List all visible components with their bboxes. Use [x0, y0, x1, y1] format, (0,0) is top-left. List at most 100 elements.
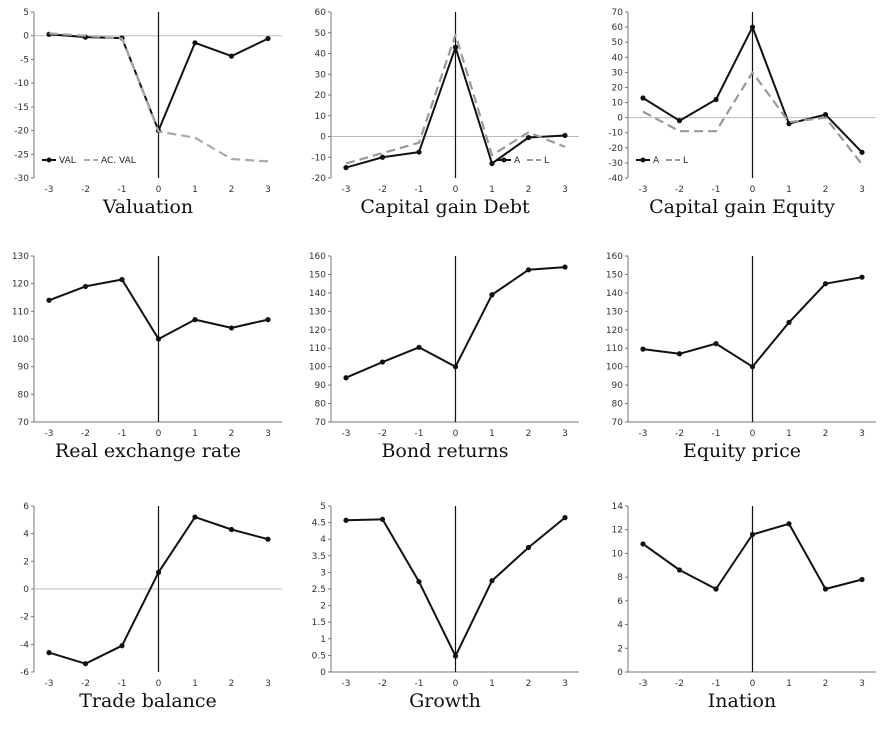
chart-title: Capital gain Debt [360, 196, 530, 218]
y-tick-label: 90 [612, 381, 624, 391]
x-tick-label: -2 [81, 185, 90, 195]
data-point [452, 44, 459, 50]
y-tick-label: 0 [23, 32, 29, 42]
x-tick-label: -1 [415, 185, 424, 195]
data-point [265, 317, 271, 323]
data-point [155, 569, 162, 575]
x-tick-label: 0 [750, 679, 756, 689]
data-point [155, 336, 162, 342]
data-point [822, 112, 829, 118]
y-tick-label: -15 [14, 103, 29, 113]
x-tick-label: -2 [675, 429, 684, 439]
y-tick-label: 0 [617, 668, 623, 678]
x-tick-label: 1 [489, 679, 495, 689]
y-tick-label: -2 [20, 613, 29, 623]
x-tick-label: -2 [675, 679, 684, 689]
y-tick-label: 2 [23, 557, 29, 567]
chart-title: Real exchange rate [54, 440, 242, 462]
data-point [859, 274, 865, 280]
y-tick-label: 6 [617, 597, 623, 607]
x-tick-label: 0 [156, 185, 162, 195]
legend-label: A [653, 156, 660, 166]
x-tick-label: -1 [415, 429, 424, 439]
x-tick-label: 2 [229, 185, 235, 195]
chart-panel-ination: 14 12 10 8 6 4 2 0 -3 -2 -1 0 1 2 3 Ination [594, 494, 890, 732]
y-tick-label: -20 [311, 174, 326, 184]
x-tick-label: -3 [342, 185, 351, 195]
y-tick-label: 130 [309, 307, 326, 317]
x-tick-label: 2 [526, 429, 532, 439]
y-tick-label: 8 [617, 573, 623, 583]
x-tick-label: 1 [786, 185, 792, 195]
data-point [749, 531, 756, 538]
x-tick-label: -3 [639, 679, 648, 689]
x-tick-label: 3 [859, 185, 865, 195]
data-point [379, 154, 386, 160]
x-tick-label: -1 [118, 679, 127, 689]
x-tick-label: -1 [712, 429, 721, 439]
y-tick-label: 3.5 [312, 552, 326, 562]
data-point [82, 661, 89, 667]
x-tick-label: 0 [453, 429, 459, 439]
x-tick-label: -3 [45, 185, 54, 195]
chart-title: Growth [409, 690, 481, 712]
y-tick-label: 0.5 [312, 651, 326, 661]
data-point [452, 653, 459, 659]
y-tick-label: 30 [315, 70, 327, 80]
y-tick-label: 50 [315, 29, 327, 39]
legend-marker [501, 157, 507, 163]
x-tick-label: 1 [489, 185, 495, 195]
data-point [343, 375, 349, 381]
x-tick-label: -2 [81, 429, 90, 439]
data-point [192, 40, 198, 46]
data-point [265, 35, 271, 42]
x-tick-label: 0 [156, 679, 162, 689]
x-tick-label: -3 [342, 679, 351, 689]
x-tick-label: 1 [786, 429, 792, 439]
y-tick-label: 140 [606, 289, 623, 299]
x-tick-label: -2 [378, 429, 387, 439]
x-tick-label: 1 [786, 679, 792, 689]
y-tick-label: 10 [612, 99, 624, 109]
y-tick-label: 40 [612, 53, 624, 63]
y-tick-label: 150 [309, 270, 326, 280]
y-tick-label: 100 [309, 363, 326, 373]
x-tick-label: -3 [45, 679, 54, 689]
series-line-1 [642, 71, 863, 166]
x-tick-label: -3 [639, 185, 648, 195]
y-tick-label: 80 [612, 400, 624, 410]
y-tick-label: 1 [320, 635, 326, 645]
y-tick-label: -4 [20, 640, 29, 650]
y-tick-label: -40 [608, 174, 623, 184]
x-tick-label: 2 [823, 185, 829, 195]
x-tick-label: 0 [453, 185, 459, 195]
y-tick-label: -10 [311, 153, 326, 163]
y-tick-label: 160 [606, 252, 623, 262]
chart-title: Valuation [102, 196, 194, 218]
data-point [228, 53, 235, 59]
x-tick-label: 0 [750, 185, 756, 195]
y-tick-label: 0 [320, 668, 326, 678]
x-tick-label: -1 [712, 185, 721, 195]
data-point [489, 292, 495, 298]
data-point [786, 319, 792, 325]
y-tick-label: -30 [608, 159, 623, 169]
x-tick-label: 3 [562, 429, 568, 439]
chart-plot: 6 4 2 0 -2 -4 -6 -3 -2 -1 0 1 2 3 [20, 502, 282, 689]
x-tick-label: -2 [675, 185, 684, 195]
data-point [416, 579, 422, 585]
data-point [265, 536, 271, 542]
y-tick-label: -10 [14, 79, 29, 89]
x-tick-label: -1 [415, 679, 424, 689]
y-tick-label: 160 [309, 252, 326, 262]
chart-plot: 130 120 110 100 90 80 70 -3 -2 -1 0 1 2 3 [12, 252, 282, 439]
data-point [562, 515, 568, 521]
data-point [416, 149, 422, 155]
chart-plot: 160 150 140 130 120 110 100 90 80 70 -3 -2 -1 0 1 2 3 [309, 252, 579, 439]
chart-panel-trade-balance: 6 4 2 0 -2 -4 -6 -3 -2 -1 0 1 2 3 Trade balance [0, 494, 296, 732]
data-point [192, 514, 198, 520]
y-tick-label: 4 [320, 535, 326, 545]
data-point [713, 96, 719, 103]
data-point [379, 516, 386, 522]
